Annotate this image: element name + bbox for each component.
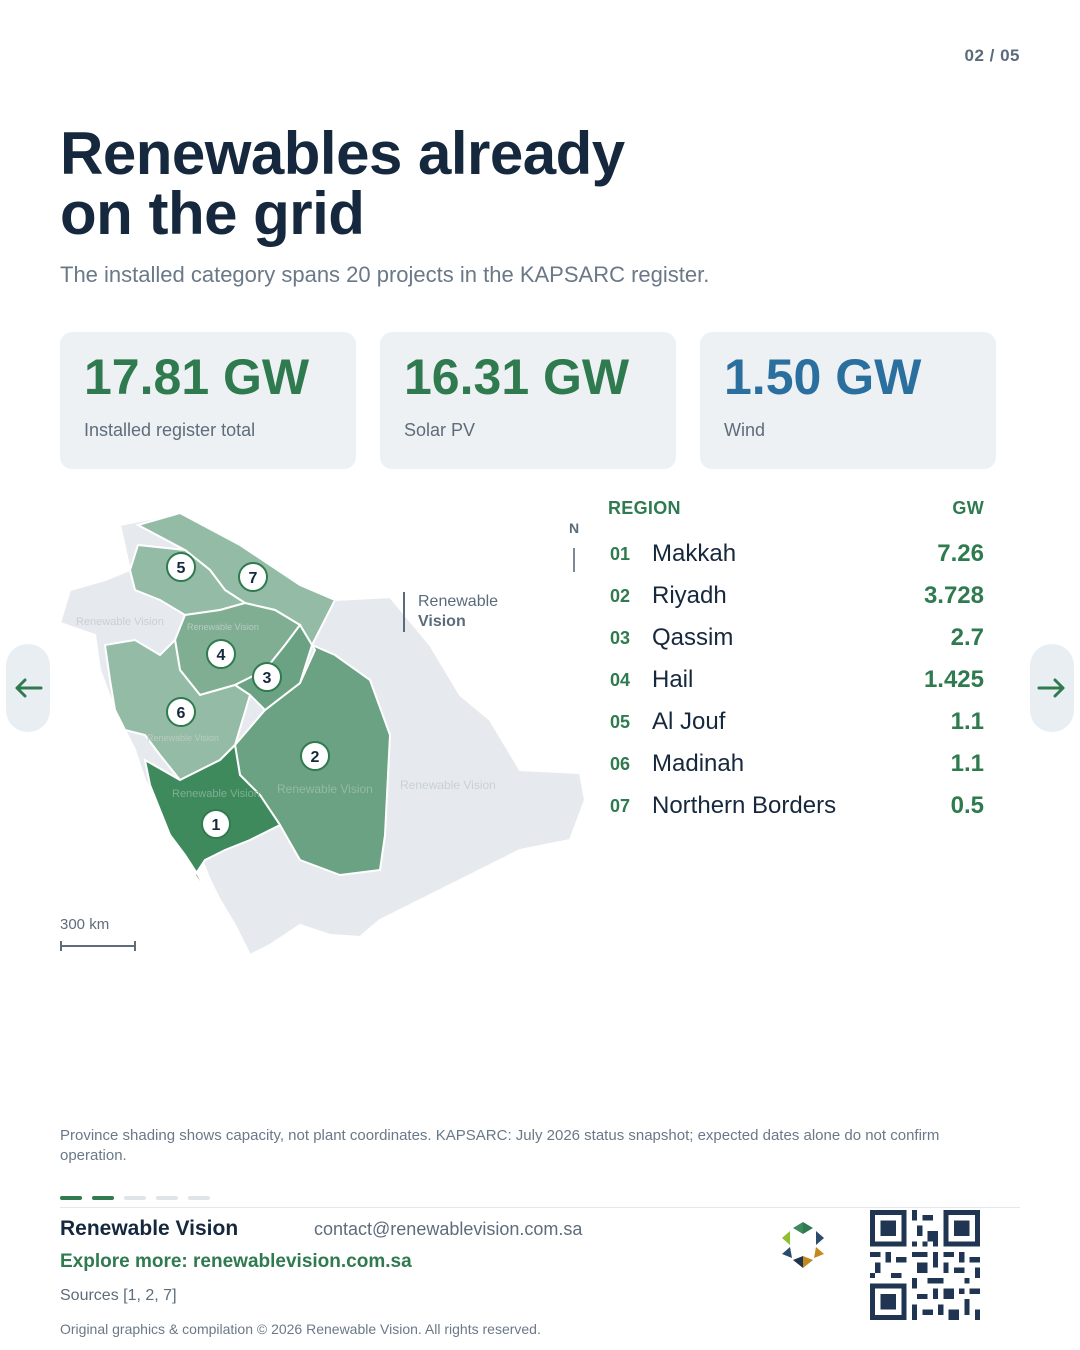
kpi-value: 1.50 GW [724, 349, 922, 405]
table-row: 02 Riyadh 3.728 [608, 575, 984, 617]
footnote: Province shading shows capacity, not pla… [60, 1127, 940, 1164]
table-header: REGION GW [608, 498, 984, 519]
row-number: 06 [610, 753, 631, 774]
arrow-left-icon [15, 678, 43, 698]
table-row: 04 Hail 1.425 [608, 659, 984, 701]
row-region: Riyadh [652, 582, 727, 609]
kpi-label: Solar PV [404, 420, 476, 440]
map-watermark: Renewable Vision [76, 616, 164, 628]
footer-brand: Renewable Vision [60, 1217, 239, 1240]
map-watermark: Renewable Vision [400, 778, 496, 792]
previous-slide-button[interactable] [6, 644, 50, 732]
map-watermark: Renewable Vision [147, 733, 219, 743]
map-marker-2: 2 [300, 741, 330, 771]
map-marker-label: 4 [217, 647, 226, 664]
page-subtitle: The installed category spans 20 projects… [60, 262, 710, 287]
row-number: 07 [610, 795, 631, 816]
row-region: Makkah [652, 540, 737, 567]
map-watermark: Renewable Vision [172, 788, 260, 800]
row-gw: 7.26 [937, 540, 984, 567]
scale-bar-line [60, 941, 136, 951]
map-watermark: Renewable Vision [187, 622, 259, 632]
row-region: Madinah [652, 750, 745, 777]
table-row: 01 Makkah 7.26 [608, 533, 984, 575]
compass-label: N [568, 520, 580, 536]
table-row: 07 Northern Borders 0.5 [608, 785, 984, 827]
row-gw: 1.425 [923, 666, 984, 693]
row-number: 02 [610, 585, 631, 606]
row-gw: 1.1 [950, 708, 984, 735]
progress-dot [124, 1196, 146, 1200]
table-row: 06 Madinah 1.1 [608, 743, 984, 785]
brand-logo-icon [782, 1222, 824, 1268]
kpi-value: 17.81 GW [84, 349, 310, 405]
next-slide-button[interactable] [1030, 644, 1074, 732]
kpi-label: Installed register total [84, 420, 256, 440]
row-gw: 1.1 [950, 750, 984, 777]
footer-divider [60, 1207, 1020, 1208]
table-row: 03 Qassim 2.7 [608, 617, 984, 659]
header-gw: GW [952, 498, 984, 518]
map-marker-1: 1 [201, 809, 231, 839]
row-gw: 3.728 [923, 582, 984, 609]
row-number: 01 [610, 543, 631, 564]
progress-dot [92, 1196, 114, 1200]
scale-label: 300 km [60, 916, 110, 933]
page-number: 02 / 05 [964, 46, 1020, 65]
kpi-card-wind: 1.50 GW Wind [700, 332, 996, 469]
map-marker-label: 6 [177, 705, 186, 722]
row-region: Hail [652, 666, 694, 693]
map-watermark: Renewable Vision [277, 782, 373, 796]
copyright: Original graphics & compilation © 2026 R… [60, 1321, 541, 1337]
map-marker-5: 5 [166, 552, 196, 582]
map-marker-label: 7 [249, 570, 258, 587]
slide-progress [60, 1196, 210, 1200]
table-row: 05 Al Jouf 1.1 [608, 701, 984, 743]
map-marker-4: 4 [206, 639, 236, 669]
row-region: Northern Borders [652, 792, 837, 819]
row-gw: 0.5 [950, 792, 984, 819]
progress-dot [60, 1196, 82, 1200]
page-title: Renewables already on the grid [60, 124, 760, 244]
region-table: REGION GW 01 Makkah 7.26 02 Riyadh 3.728… [608, 498, 984, 827]
title-line-2: on the grid [60, 180, 365, 247]
row-number: 05 [610, 711, 631, 732]
map-marker-label: 1 [212, 817, 221, 834]
title-line-1: Renewables already [60, 120, 625, 187]
map-marker-label: 5 [177, 560, 186, 577]
row-region: Qassim [652, 624, 734, 651]
contact-email-link[interactable]: contact@renewablevision.com.sa [314, 1219, 583, 1239]
map-brand-line-2: Vision [418, 613, 466, 630]
scale-bar: 300 km [60, 916, 136, 951]
saudi-arabia-map: Renewable Vision Renewable Vision Renewa… [50, 505, 590, 965]
website-link[interactable]: Explore more: renewablevision.com.sa [60, 1251, 412, 1272]
qr-code-icon [870, 1210, 980, 1320]
row-number: 03 [610, 627, 631, 648]
sources-note: Sources [1, 2, 7] [60, 1287, 177, 1304]
kpi-label: Wind [724, 420, 766, 440]
arrow-right-icon [1037, 678, 1065, 698]
map-brand-line-1: Renewable [418, 593, 499, 610]
kpi-card-total: 17.81 GW Installed register total [60, 332, 356, 469]
map-marker-7: 7 [238, 562, 268, 592]
kpi-value: 16.31 GW [404, 349, 630, 405]
row-region: Al Jouf [652, 708, 726, 735]
map-marker-label: 3 [263, 670, 272, 687]
header-region: REGION [608, 498, 681, 518]
map-svg: Renewable Vision Renewable Vision Renewa… [58, 511, 587, 957]
north-arrow: N [564, 520, 584, 572]
map-brand-label: Renewable Vision [403, 592, 498, 632]
kpi-card-solar: 16.31 GW Solar PV [380, 332, 676, 469]
map-marker-6: 6 [166, 697, 196, 727]
row-number: 04 [610, 669, 631, 690]
map-marker-label: 2 [311, 749, 320, 766]
row-gw: 2.7 [950, 624, 984, 651]
map-marker-3: 3 [252, 662, 282, 692]
progress-dot [156, 1196, 178, 1200]
progress-dot [188, 1196, 210, 1200]
compass-line [573, 548, 575, 572]
